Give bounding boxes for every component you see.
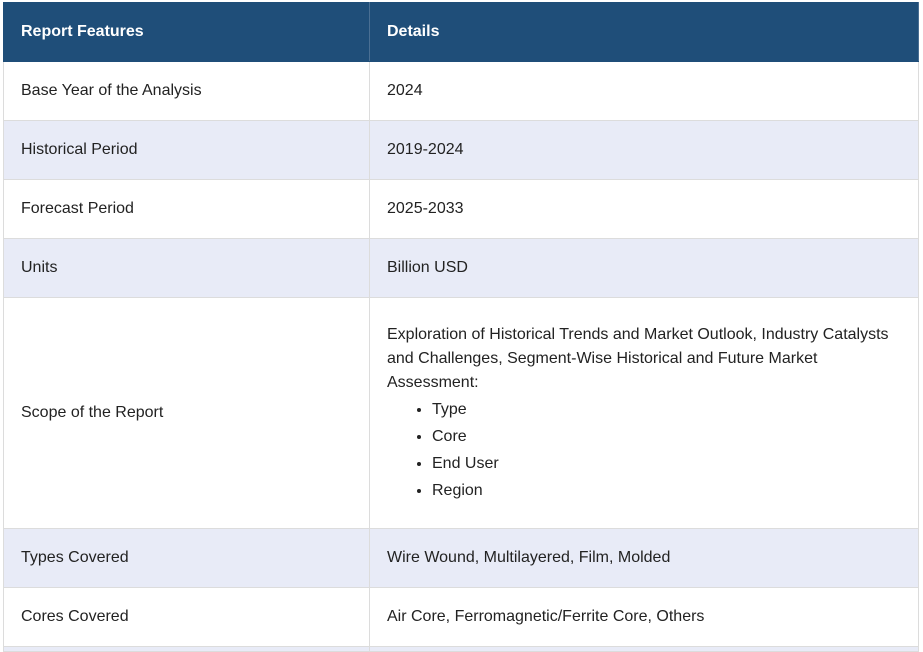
row-feature-cell-partial bbox=[3, 646, 370, 652]
scope-bullet-list: Type Core End User Region bbox=[387, 396, 901, 504]
row-feature-cell: Types Covered bbox=[3, 528, 370, 588]
row-feature-cell: Base Year of the Analysis bbox=[3, 61, 370, 121]
row-detail-cell: 2019-2024 bbox=[369, 120, 919, 180]
table-row: Scope of the Report Exploration of Histo… bbox=[3, 297, 919, 529]
table-row: Types Covered Wire Wound, Multilayered, … bbox=[3, 528, 919, 588]
report-features-table-container: Report Features Details Base Year of the… bbox=[3, 2, 919, 652]
row-detail-cell: Air Core, Ferromagnetic/Ferrite Core, Ot… bbox=[369, 587, 919, 647]
list-item: Type bbox=[432, 396, 901, 423]
table-row: Cores Covered Air Core, Ferromagnetic/Fe… bbox=[3, 587, 919, 647]
table-row-partial bbox=[3, 646, 919, 652]
scope-description: Exploration of Historical Trends and Mar… bbox=[387, 325, 889, 391]
table-row: Base Year of the Analysis 2024 bbox=[3, 61, 919, 121]
row-detail-cell-scope: Exploration of Historical Trends and Mar… bbox=[369, 297, 919, 529]
row-feature-cell: Forecast Period bbox=[3, 179, 370, 239]
table-row: Units Billion USD bbox=[3, 238, 919, 298]
list-item: Core bbox=[432, 423, 901, 450]
row-feature-cell: Cores Covered bbox=[3, 587, 370, 647]
row-detail-cell: 2025-2033 bbox=[369, 179, 919, 239]
row-detail-cell-partial bbox=[369, 646, 919, 652]
row-detail-cell: Billion USD bbox=[369, 238, 919, 298]
list-item: End User bbox=[432, 450, 901, 477]
row-detail-cell: 2024 bbox=[369, 61, 919, 121]
table-row: Forecast Period 2025-2033 bbox=[3, 179, 919, 239]
table-row: Historical Period 2019-2024 bbox=[3, 120, 919, 180]
header-report-features: Report Features bbox=[3, 2, 370, 62]
report-features-table: Report Features Details Base Year of the… bbox=[3, 2, 919, 652]
table-header-row: Report Features Details bbox=[3, 2, 919, 62]
row-feature-cell: Units bbox=[3, 238, 370, 298]
list-item: Region bbox=[432, 477, 901, 504]
row-feature-cell: Historical Period bbox=[3, 120, 370, 180]
row-detail-cell: Wire Wound, Multilayered, Film, Molded bbox=[369, 528, 919, 588]
row-feature-cell: Scope of the Report bbox=[3, 297, 370, 529]
header-details: Details bbox=[369, 2, 919, 62]
